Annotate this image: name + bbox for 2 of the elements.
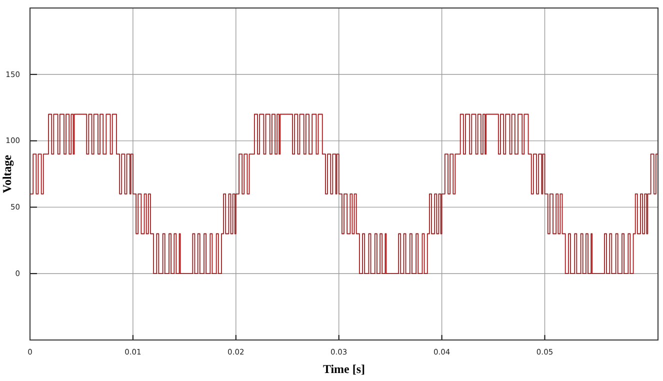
x-axis-title: Time [s] <box>322 362 366 376</box>
y-axis-title: Voltage <box>0 154 14 194</box>
